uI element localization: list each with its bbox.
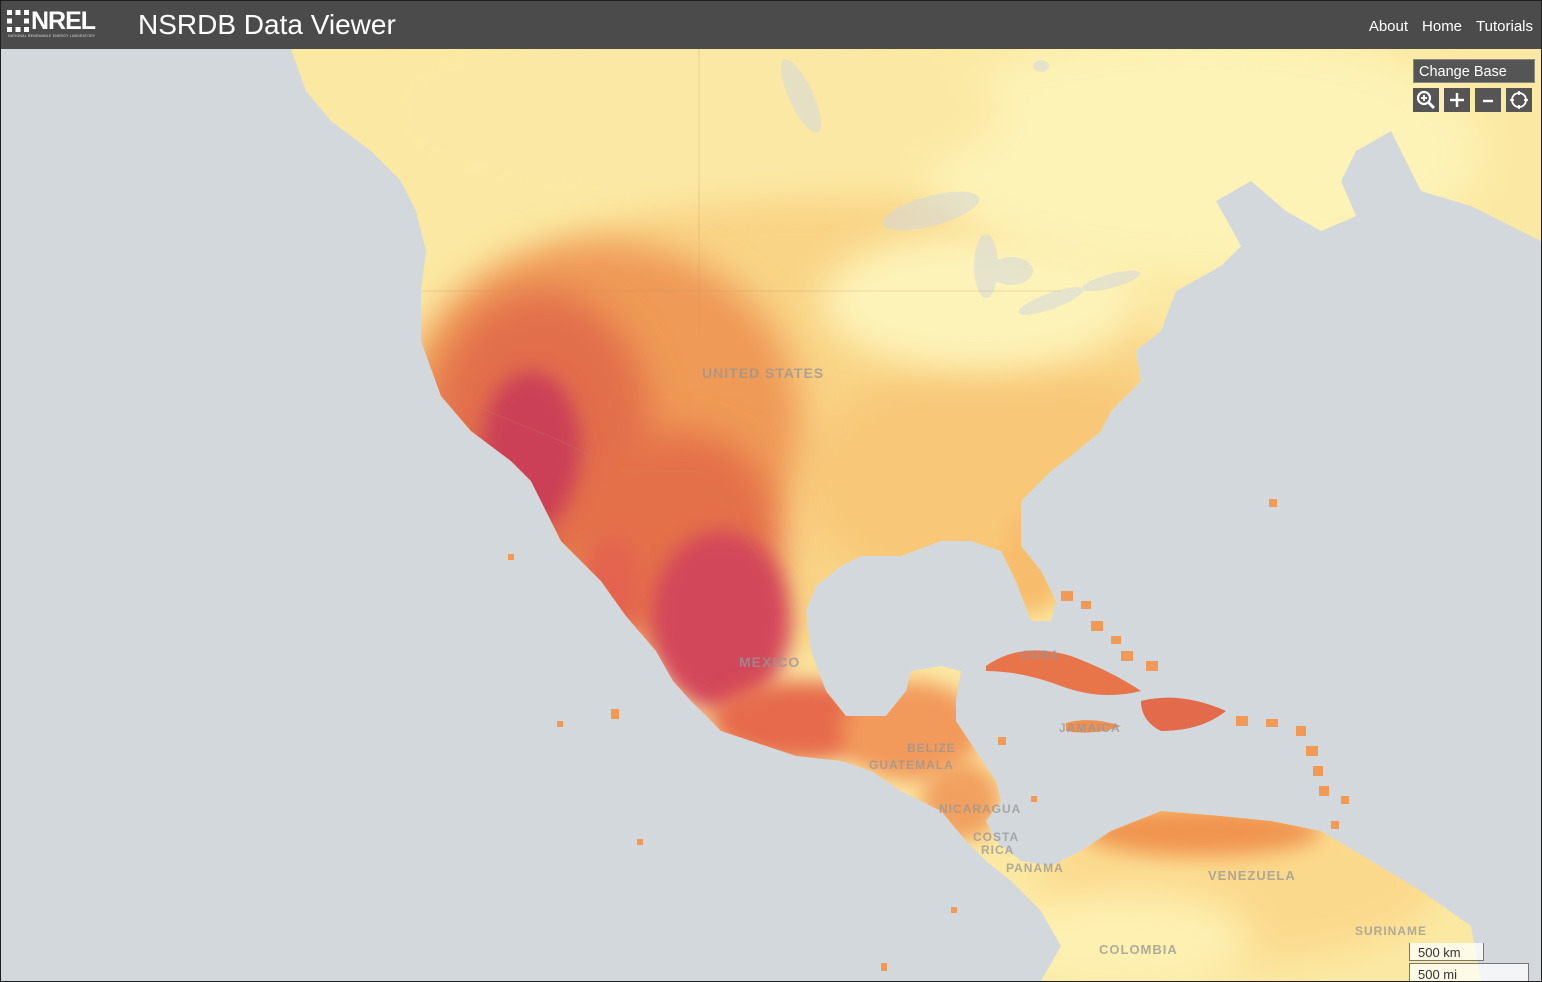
app-header: NREL NATIONAL RENEWABLE ENERGY LABORATOR… bbox=[1, 1, 1541, 49]
borders bbox=[421, 49, 1061, 562]
locate-icon bbox=[1510, 91, 1528, 109]
logo-subtext: NATIONAL RENEWABLE ENERGY LABORATORY bbox=[8, 34, 96, 38]
label-nicaragua: NICARAGUA bbox=[939, 802, 1021, 816]
nrel-logo[interactable]: NREL NATIONAL RENEWABLE ENERGY LABORATOR… bbox=[7, 7, 113, 40]
map-controls: Change Base bbox=[1413, 59, 1535, 112]
logo-text: NREL bbox=[31, 7, 96, 35]
label-jamaica: JAMAICA bbox=[1059, 721, 1121, 735]
map-place-labels: UNITED STATES MEXICO CUBA JAMAICA BELIZE… bbox=[702, 365, 1427, 957]
label-venezuela: VENEZUELA bbox=[1208, 868, 1296, 883]
minus-icon bbox=[1483, 99, 1493, 103]
change-base-button[interactable]: Change Base bbox=[1413, 59, 1535, 83]
zoom-box-button[interactable] bbox=[1413, 88, 1439, 112]
nav-tutorials-link[interactable]: Tutorials bbox=[1476, 18, 1533, 35]
map-toolbar bbox=[1413, 88, 1535, 112]
top-nav: About Home Tutorials bbox=[1369, 18, 1533, 35]
lakes bbox=[780, 59, 1141, 315]
locate-button[interactable] bbox=[1506, 88, 1532, 112]
scale-bar-mi: 500 mi bbox=[1409, 963, 1529, 981]
label-cuba: CUBA bbox=[1021, 648, 1060, 662]
map-canvas[interactable]: UNITED STATES MEXICO CUBA JAMAICA BELIZE… bbox=[1, 49, 1541, 981]
zoom-out-button[interactable] bbox=[1475, 88, 1501, 112]
nav-home-link[interactable]: Home bbox=[1422, 18, 1463, 35]
label-mexico: MEXICO bbox=[739, 654, 800, 670]
label-guatemala: GUATEMALA bbox=[869, 758, 954, 772]
label-suriname: SURINAME bbox=[1355, 924, 1427, 938]
zoom-in-button[interactable] bbox=[1444, 88, 1470, 112]
nav-about-link[interactable]: About bbox=[1368, 18, 1409, 35]
label-colombia: COLOMBIA bbox=[1099, 942, 1178, 957]
scale-bar-km: 500 km bbox=[1409, 943, 1484, 961]
map-svg: UNITED STATES MEXICO CUBA JAMAICA BELIZE… bbox=[1, 49, 1541, 981]
label-rica: RICA bbox=[981, 843, 1014, 857]
zoom-box-icon bbox=[1416, 90, 1436, 110]
label-panama: PANAMA bbox=[1006, 861, 1064, 875]
plus-icon bbox=[1450, 93, 1464, 107]
page-title: NSRDB Data Viewer bbox=[138, 9, 396, 40]
caribbean-islands bbox=[508, 499, 1349, 971]
label-costa: COSTA bbox=[973, 830, 1019, 844]
label-united-states: UNITED STATES bbox=[702, 365, 824, 381]
nrel-logo-icon bbox=[7, 10, 29, 32]
label-belize: BELIZE bbox=[907, 741, 956, 755]
